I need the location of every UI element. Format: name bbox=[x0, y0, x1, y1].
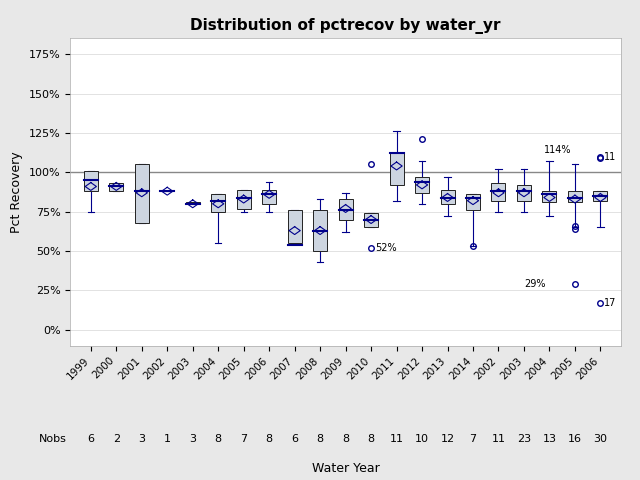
Bar bbox=[211, 194, 225, 212]
Text: Nobs: Nobs bbox=[39, 434, 67, 444]
Text: 29%: 29% bbox=[524, 279, 546, 289]
Text: 6: 6 bbox=[291, 434, 298, 444]
Bar bbox=[568, 191, 582, 202]
Text: 8: 8 bbox=[317, 434, 324, 444]
Text: 23: 23 bbox=[517, 434, 531, 444]
Text: 11: 11 bbox=[492, 434, 506, 444]
Text: 8: 8 bbox=[342, 434, 349, 444]
Text: Water Year: Water Year bbox=[312, 461, 380, 475]
Text: 52%: 52% bbox=[375, 243, 397, 253]
Text: 8: 8 bbox=[266, 434, 273, 444]
Text: 3: 3 bbox=[138, 434, 145, 444]
Text: 8: 8 bbox=[214, 434, 221, 444]
Title: Distribution of pctrecov by water_yr: Distribution of pctrecov by water_yr bbox=[190, 18, 501, 34]
Bar bbox=[237, 190, 251, 208]
Text: 13: 13 bbox=[543, 434, 556, 444]
Bar bbox=[339, 199, 353, 219]
Text: 30: 30 bbox=[593, 434, 607, 444]
Text: 1: 1 bbox=[164, 434, 171, 444]
Bar bbox=[364, 213, 378, 228]
Text: 16: 16 bbox=[568, 434, 582, 444]
Bar bbox=[466, 194, 480, 210]
Bar bbox=[313, 210, 327, 251]
Bar bbox=[262, 190, 276, 204]
Text: 7: 7 bbox=[240, 434, 247, 444]
Bar bbox=[593, 191, 607, 201]
Text: 11: 11 bbox=[390, 434, 404, 444]
Text: 7: 7 bbox=[470, 434, 477, 444]
Text: 3: 3 bbox=[189, 434, 196, 444]
Text: 17: 17 bbox=[604, 298, 616, 308]
Text: 6: 6 bbox=[87, 434, 94, 444]
Text: 11: 11 bbox=[604, 152, 616, 162]
Bar bbox=[517, 185, 531, 201]
Bar bbox=[186, 202, 200, 204]
Bar bbox=[390, 152, 404, 185]
Bar bbox=[492, 183, 506, 201]
Bar bbox=[440, 190, 454, 204]
Text: 114%: 114% bbox=[543, 145, 571, 155]
Text: 10: 10 bbox=[415, 434, 429, 444]
Text: 12: 12 bbox=[440, 434, 454, 444]
Bar bbox=[543, 191, 556, 202]
Bar bbox=[84, 171, 98, 191]
Bar bbox=[109, 183, 124, 191]
Bar bbox=[135, 165, 148, 223]
Text: 2: 2 bbox=[113, 434, 120, 444]
Y-axis label: Pct Recovery: Pct Recovery bbox=[10, 151, 24, 233]
Bar bbox=[415, 177, 429, 193]
Bar bbox=[287, 210, 301, 243]
Text: 8: 8 bbox=[367, 434, 374, 444]
